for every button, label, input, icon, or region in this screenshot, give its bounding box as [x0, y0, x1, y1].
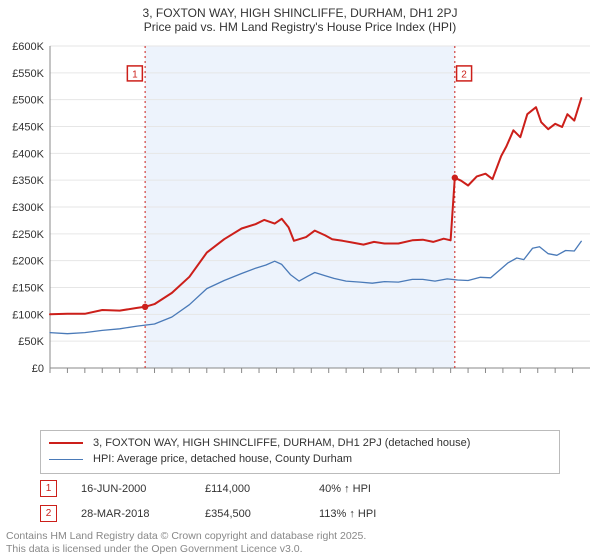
sale-marker-icon: 2 — [40, 505, 57, 522]
svg-text:£200K: £200K — [12, 256, 44, 268]
footer-line-2: This data is licensed under the Open Gov… — [6, 543, 366, 556]
sale-events: 1 16-JUN-2000 £114,000 40% ↑ HPI 2 28-MA… — [40, 476, 560, 526]
chart-svg: £0 £50K £100K £150K £200K £250K £300K £350K £400… — [6, 40, 594, 420]
sale-price: £354,500 — [205, 508, 295, 520]
line-chart: £0 £50K £100K £150K £200K £250K £300K £350K £400… — [6, 40, 594, 420]
svg-text:£450K: £450K — [12, 122, 44, 134]
legend-row-hpi: HPI: Average price, detached house, Coun… — [49, 451, 551, 467]
svg-text:£300K: £300K — [12, 202, 44, 214]
sale-marker-icon: 1 — [40, 480, 57, 497]
svg-text:1: 1 — [132, 69, 138, 80]
footer-line-1: Contains HM Land Registry data © Crown c… — [6, 530, 366, 543]
legend-label: HPI: Average price, detached house, Coun… — [93, 453, 352, 465]
legend-swatch-icon — [49, 459, 83, 460]
svg-text:£150K: £150K — [12, 283, 44, 295]
svg-text:2: 2 — [461, 69, 467, 80]
svg-text:£250K: £250K — [12, 229, 44, 241]
legend-swatch-icon — [49, 442, 83, 444]
footer-attribution: Contains HM Land Registry data © Crown c… — [6, 530, 366, 556]
sale-row-1: 1 16-JUN-2000 £114,000 40% ↑ HPI — [40, 476, 560, 501]
legend-label: 3, FOXTON WAY, HIGH SHINCLIFFE, DURHAM, … — [93, 437, 470, 449]
chart-container: { "titles": { "line1": "3, FOXTON WAY, H… — [0, 0, 600, 560]
sale-row-2: 2 28-MAR-2018 £354,500 113% ↑ HPI — [40, 501, 560, 526]
title-line-1: 3, FOXTON WAY, HIGH SHINCLIFFE, DURHAM, … — [0, 6, 600, 20]
legend-row-price-paid: 3, FOXTON WAY, HIGH SHINCLIFFE, DURHAM, … — [49, 435, 551, 451]
legend: 3, FOXTON WAY, HIGH SHINCLIFFE, DURHAM, … — [40, 430, 560, 474]
sale-date: 28-MAR-2018 — [81, 508, 181, 520]
svg-text:£100K: £100K — [12, 309, 44, 321]
svg-text:£400K: £400K — [12, 148, 44, 160]
svg-text:£350K: £350K — [12, 175, 44, 187]
sale-pct: 40% ↑ HPI — [319, 483, 409, 495]
svg-text:£0: £0 — [32, 363, 44, 375]
svg-text:£550K: £550K — [12, 68, 44, 80]
title-line-2: Price paid vs. HM Land Registry's House … — [0, 20, 600, 34]
chart-titles: 3, FOXTON WAY, HIGH SHINCLIFFE, DURHAM, … — [0, 0, 600, 34]
sale-date: 16-JUN-2000 — [81, 483, 181, 495]
svg-text:£50K: £50K — [18, 336, 44, 348]
svg-text:£500K: £500K — [12, 95, 44, 107]
sale-pct: 113% ↑ HPI — [319, 508, 409, 520]
svg-text:£600K: £600K — [12, 41, 44, 53]
sale-price: £114,000 — [205, 483, 295, 495]
